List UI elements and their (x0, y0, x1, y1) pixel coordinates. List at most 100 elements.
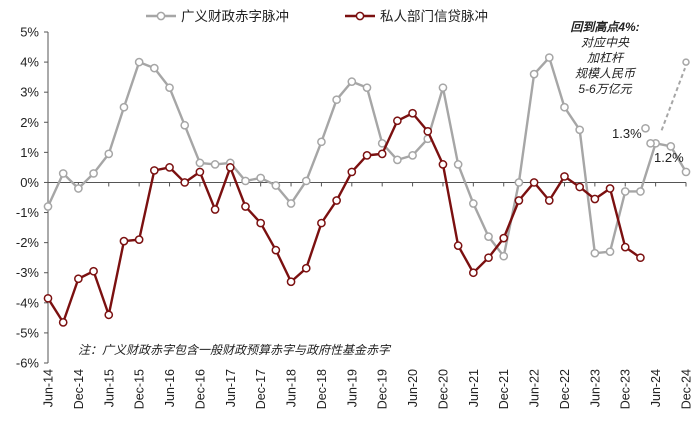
series-2-point (104, 310, 114, 320)
series-1-point (165, 83, 174, 93)
series-2-point (347, 167, 357, 177)
series-2-point (241, 202, 250, 211)
series-2-point (119, 236, 129, 246)
x-tick-label: Jun-16 (163, 369, 177, 407)
x-tick-label: Dec-23 (619, 369, 633, 409)
projection-annotation-line: 对应中央 (581, 36, 630, 50)
y-tick-label: -2% (16, 235, 40, 250)
series-1-point (74, 184, 83, 193)
projection-annotation-line: 5-6万亿元 (578, 82, 632, 96)
series-1-point (499, 251, 509, 261)
series-2-point (149, 166, 159, 175)
x-tick-label: Jun-23 (588, 369, 602, 407)
y-tick-label: 5% (20, 25, 39, 40)
y-tick-label: 4% (20, 55, 39, 70)
series-2-point (438, 160, 448, 169)
legend-label-2: 私人部门信贷脉冲 (380, 9, 488, 24)
x-tick-label: Jun-15 (102, 369, 116, 407)
series-1-point (468, 199, 478, 208)
series-1-point (393, 155, 402, 165)
series-2-point (514, 196, 524, 205)
chart-note: 注：广义财政赤字包含一般财政预算赤字与政府性基金赤字 (78, 343, 392, 357)
series-1-point (210, 160, 220, 169)
series-1-point (362, 83, 372, 93)
series-2-point (468, 268, 478, 278)
series-1-point (514, 178, 524, 187)
y-tick-label: -6% (16, 356, 40, 371)
series-2-point (301, 263, 311, 273)
projection-annotation-line: 加杠杆 (587, 51, 625, 65)
series-2-point (560, 172, 569, 181)
series-2-point (453, 241, 463, 250)
series-2-point (636, 253, 645, 263)
series-1-point (453, 160, 463, 169)
y-tick-label: 3% (20, 85, 39, 100)
projection-annotation-line: 回到高点4%: (570, 20, 639, 34)
series-2-point (43, 293, 53, 303)
x-tick-label: Dec-18 (315, 369, 329, 409)
series-1-point (620, 187, 630, 196)
x-tick-label: Dec-19 (376, 369, 390, 409)
series-1-point (119, 102, 129, 112)
series-1-point (347, 77, 357, 87)
series-2-point (286, 277, 296, 287)
x-tick-label: Dec-16 (193, 369, 207, 409)
series-2-point (317, 218, 326, 228)
y-tick-label: -4% (16, 295, 40, 310)
series-2-point (575, 182, 585, 192)
series-2-point (165, 163, 174, 172)
series-1-point (180, 120, 190, 130)
series-1-point (256, 173, 266, 183)
series-2-point (408, 108, 417, 118)
x-tick-label: Dec-17 (254, 369, 268, 409)
y-tick-label: -5% (16, 325, 40, 340)
x-tick-label: Jun-19 (345, 369, 359, 407)
series-2-point (74, 274, 83, 284)
series-2-point (256, 218, 266, 228)
projection-annotation-line: 规模人民币 (575, 67, 637, 81)
series-1-point (241, 176, 250, 186)
series-1-point (317, 137, 326, 147)
series-2-point (89, 266, 98, 276)
series-1-point (484, 232, 493, 241)
x-tick-label: Jun-22 (528, 369, 542, 407)
series-2-point (499, 233, 509, 243)
series-2-point (225, 163, 235, 172)
y-tick-label: 0% (20, 175, 39, 190)
series-1-point (529, 69, 539, 79)
series-2-point (529, 178, 539, 187)
series-1-point (544, 53, 554, 62)
series-1-point (134, 57, 144, 67)
series-2-point (271, 245, 281, 255)
series-1-point (681, 167, 691, 177)
callout-label: 1.2% (654, 150, 684, 165)
projection-dashed-line (660, 67, 686, 131)
series-1-point (195, 158, 205, 168)
x-tick-label: Dec-14 (72, 369, 86, 409)
series-1-point (286, 199, 296, 208)
x-tick-label: Jun-17 (224, 369, 238, 407)
series-2-point (377, 149, 387, 159)
y-tick-label: 1% (20, 145, 39, 160)
x-tick-label: Jun-14 (42, 369, 56, 407)
series-1-point (605, 247, 615, 257)
series-2-point (423, 126, 433, 136)
legend-marker-2 (355, 11, 365, 21)
series-2-point (58, 318, 68, 327)
series-1-point (104, 149, 114, 159)
series-2-point (180, 178, 190, 187)
series-1-point (43, 202, 53, 211)
y-tick-label: -3% (16, 265, 40, 280)
series-2-point (195, 167, 205, 177)
y-tick-label: -1% (16, 205, 40, 220)
series-2-point (332, 196, 341, 205)
callout-label: 1.3% (612, 126, 642, 141)
series-1-point (89, 169, 98, 178)
series-1-point (438, 83, 448, 93)
series-1-point (149, 63, 159, 73)
series-1-point (332, 95, 341, 105)
series-2-point (484, 253, 493, 263)
series-1-point (666, 141, 676, 151)
